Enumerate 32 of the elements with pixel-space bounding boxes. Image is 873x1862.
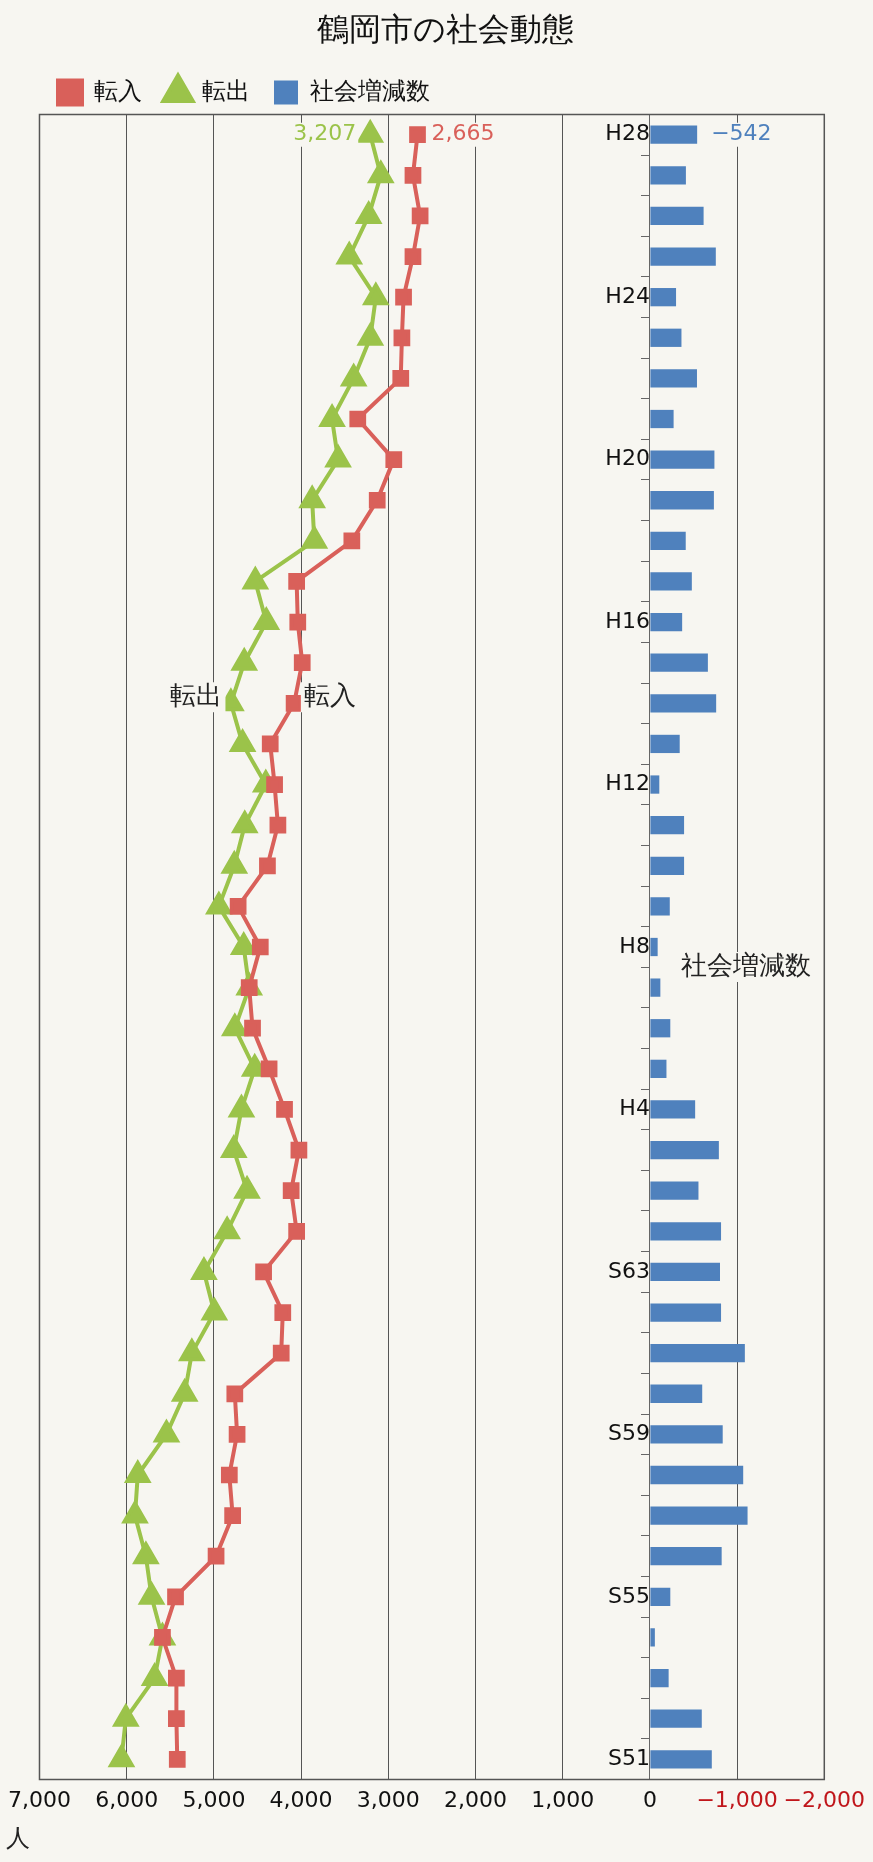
y-tick-label: H28 bbox=[605, 120, 650, 146]
legend-label: 転入 bbox=[94, 76, 142, 105]
x-tick-label: 2,000 bbox=[444, 1786, 507, 1812]
y-tick-label: H12 bbox=[605, 770, 650, 796]
annotation: 転入 bbox=[303, 679, 356, 710]
chart-title: 鶴岡市の社会動態 bbox=[317, 9, 574, 48]
y-tick-label: S55 bbox=[607, 1582, 650, 1608]
x-tick-label: 4,000 bbox=[269, 1786, 333, 1812]
x-tick-label: 7,000 bbox=[8, 1786, 71, 1812]
x-tick-label: −2,000 bbox=[783, 1786, 865, 1812]
x-tick-label: 1,000 bbox=[531, 1786, 595, 1812]
x-tick-label: 3,000 bbox=[356, 1786, 420, 1812]
y-tick-label: H24 bbox=[605, 282, 650, 308]
data-label: 2,665 bbox=[431, 120, 495, 146]
y-tick-label: S51 bbox=[607, 1745, 650, 1771]
x-tick-label: 5,000 bbox=[182, 1786, 246, 1812]
annotation: 社会増減数 bbox=[680, 949, 811, 980]
data-label: −542 bbox=[711, 120, 772, 146]
x-tick-label: −1,000 bbox=[696, 1786, 778, 1812]
legend-label: 社会増減数 bbox=[310, 76, 430, 105]
y-tick-label: H8 bbox=[619, 932, 650, 958]
y-tick-label: H20 bbox=[605, 445, 650, 471]
legend-label: 転出 bbox=[202, 76, 250, 105]
y-tick-label: S63 bbox=[607, 1257, 650, 1283]
annotation: 転出 bbox=[170, 679, 223, 710]
y-axis-title: 人 bbox=[6, 1823, 30, 1852]
x-tick-label: 0 bbox=[642, 1786, 657, 1812]
data-label: 3,207 bbox=[293, 120, 357, 146]
y-tick-label: S59 bbox=[607, 1420, 650, 1446]
y-tick-label: H4 bbox=[619, 1095, 650, 1121]
x-tick-label: 6,000 bbox=[95, 1786, 159, 1812]
y-tick-label: H16 bbox=[605, 607, 650, 633]
